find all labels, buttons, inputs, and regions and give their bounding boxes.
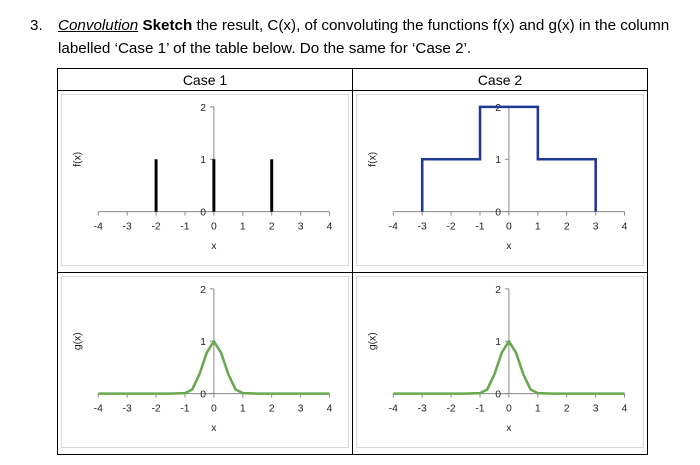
y-tick-label: 1 xyxy=(200,155,206,166)
x-tick-label: -1 xyxy=(180,221,189,232)
x-tick-label: 0 xyxy=(211,221,217,232)
header-case-1: Case 1 xyxy=(57,68,353,91)
keyword-sketch: Sketch xyxy=(142,17,193,34)
x-tick-label: -3 xyxy=(418,403,427,414)
chart-case1-g: -4 -3 -2 -1 0 1 2 3 4 0 1 2 x g(x) xyxy=(61,276,349,448)
y-tick-label: 0 xyxy=(495,208,501,219)
x-axis-label: x xyxy=(506,241,512,252)
x-tick-label: -2 xyxy=(446,403,455,414)
question-text: Convolution Sketch the result, C(x), of … xyxy=(58,14,683,60)
gaussian-curve-line xyxy=(98,339,330,395)
x-tick-label: -4 xyxy=(94,221,103,232)
question-body: the result, C(x), of convoluting the fun… xyxy=(58,17,670,57)
y-tick-label: 1 xyxy=(495,155,501,166)
y-axis-label: f(x) xyxy=(367,152,378,167)
header-case-2: Case 2 xyxy=(352,68,648,91)
keyword-convolution: Convolution xyxy=(58,17,139,34)
x-tick-label: 1 xyxy=(535,221,541,232)
x-tick-label: 4 xyxy=(327,403,333,414)
cell-case2-g: -4 -3 -2 -1 0 1 2 3 4 0 1 2 x g(x) xyxy=(352,272,648,455)
x-tick-label: 2 xyxy=(564,403,570,414)
y-tick-label: 1 xyxy=(495,337,501,348)
y-tick-label: 1 xyxy=(200,337,206,348)
cases-table: Case 1 Case 2 -4 -3 -2 -1 0 1 2 3 4 0 1 2 x f(x) -4 -3… xyxy=(57,68,648,455)
x-tick-label: -2 xyxy=(446,221,455,232)
x-tick-label: -4 xyxy=(389,221,398,232)
cell-case1-g: -4 -3 -2 -1 0 1 2 3 4 0 1 2 x g(x) xyxy=(57,272,353,455)
x-tick-label: -1 xyxy=(475,221,484,232)
y-tick-label: 0 xyxy=(200,208,206,219)
chart-case2-g: -4 -3 -2 -1 0 1 2 3 4 0 1 2 x g(x) xyxy=(356,276,644,448)
x-tick-label: 3 xyxy=(593,403,599,414)
chart-case2-f: -4 -3 -2 -1 0 1 2 3 4 0 1 2 x f(x) xyxy=(356,94,644,266)
y-tick-label: 2 xyxy=(200,103,206,114)
x-tick-label: -1 xyxy=(180,403,189,414)
x-tick-label: -3 xyxy=(123,221,132,232)
x-tick-label: -4 xyxy=(94,403,103,414)
y-axis-label: g(x) xyxy=(367,332,378,350)
y-axis-label: g(x) xyxy=(72,332,83,350)
gaussian-curve-line xyxy=(393,339,625,395)
x-tick-label: 2 xyxy=(564,221,570,232)
x-tick-label: 3 xyxy=(298,221,304,232)
x-tick-label: 1 xyxy=(535,403,541,414)
x-tick-label: 0 xyxy=(506,403,512,414)
x-axis-label: x xyxy=(211,241,217,252)
y-tick-label: 2 xyxy=(200,285,206,296)
chart-case1-f: -4 -3 -2 -1 0 1 2 3 4 0 1 2 x f(x) xyxy=(61,94,349,266)
x-tick-label: -3 xyxy=(123,403,132,414)
x-tick-label: -3 xyxy=(418,221,427,232)
question-number: 3. xyxy=(30,17,43,34)
y-tick-label: 2 xyxy=(495,103,501,114)
x-axis-label: x xyxy=(211,423,217,434)
y-tick-label: 2 xyxy=(495,285,501,296)
x-tick-label: 0 xyxy=(211,403,217,414)
x-tick-label: 4 xyxy=(622,221,628,232)
cell-case2-f: -4 -3 -2 -1 0 1 2 3 4 0 1 2 x f(x) xyxy=(352,90,648,273)
y-axis-label: f(x) xyxy=(72,152,83,167)
y-tick-label: 0 xyxy=(200,390,206,401)
f-row: -4 -3 -2 -1 0 1 2 3 4 0 1 2 x f(x) -4 -3 -2 -1 0 1 2 3 4 0 1 2 x f… xyxy=(57,90,648,273)
x-tick-label: -2 xyxy=(151,403,160,414)
x-tick-label: 2 xyxy=(269,221,275,232)
x-tick-label: -1 xyxy=(475,403,484,414)
x-tick-label: 1 xyxy=(240,221,246,232)
x-tick-label: -2 xyxy=(151,221,160,232)
step-function-line xyxy=(420,105,597,212)
x-tick-label: -4 xyxy=(389,403,398,414)
x-tick-label: 0 xyxy=(506,221,512,232)
y-tick-label: 0 xyxy=(495,390,501,401)
x-axis-label: x xyxy=(506,423,512,434)
x-tick-label: 4 xyxy=(622,403,628,414)
header-row: Case 1 Case 2 xyxy=(57,68,648,91)
x-tick-label: 1 xyxy=(240,403,246,414)
x-tick-label: 2 xyxy=(269,403,275,414)
x-tick-label: 3 xyxy=(593,221,599,232)
x-tick-label: 4 xyxy=(327,221,333,232)
x-tick-label: 3 xyxy=(298,403,304,414)
g-row: -4 -3 -2 -1 0 1 2 3 4 0 1 2 x g(x) -4 -3 -2 -1 0 1 2 3 4 0 1 2 x g… xyxy=(57,272,648,455)
cell-case1-f: -4 -3 -2 -1 0 1 2 3 4 0 1 2 x f(x) xyxy=(57,90,353,273)
